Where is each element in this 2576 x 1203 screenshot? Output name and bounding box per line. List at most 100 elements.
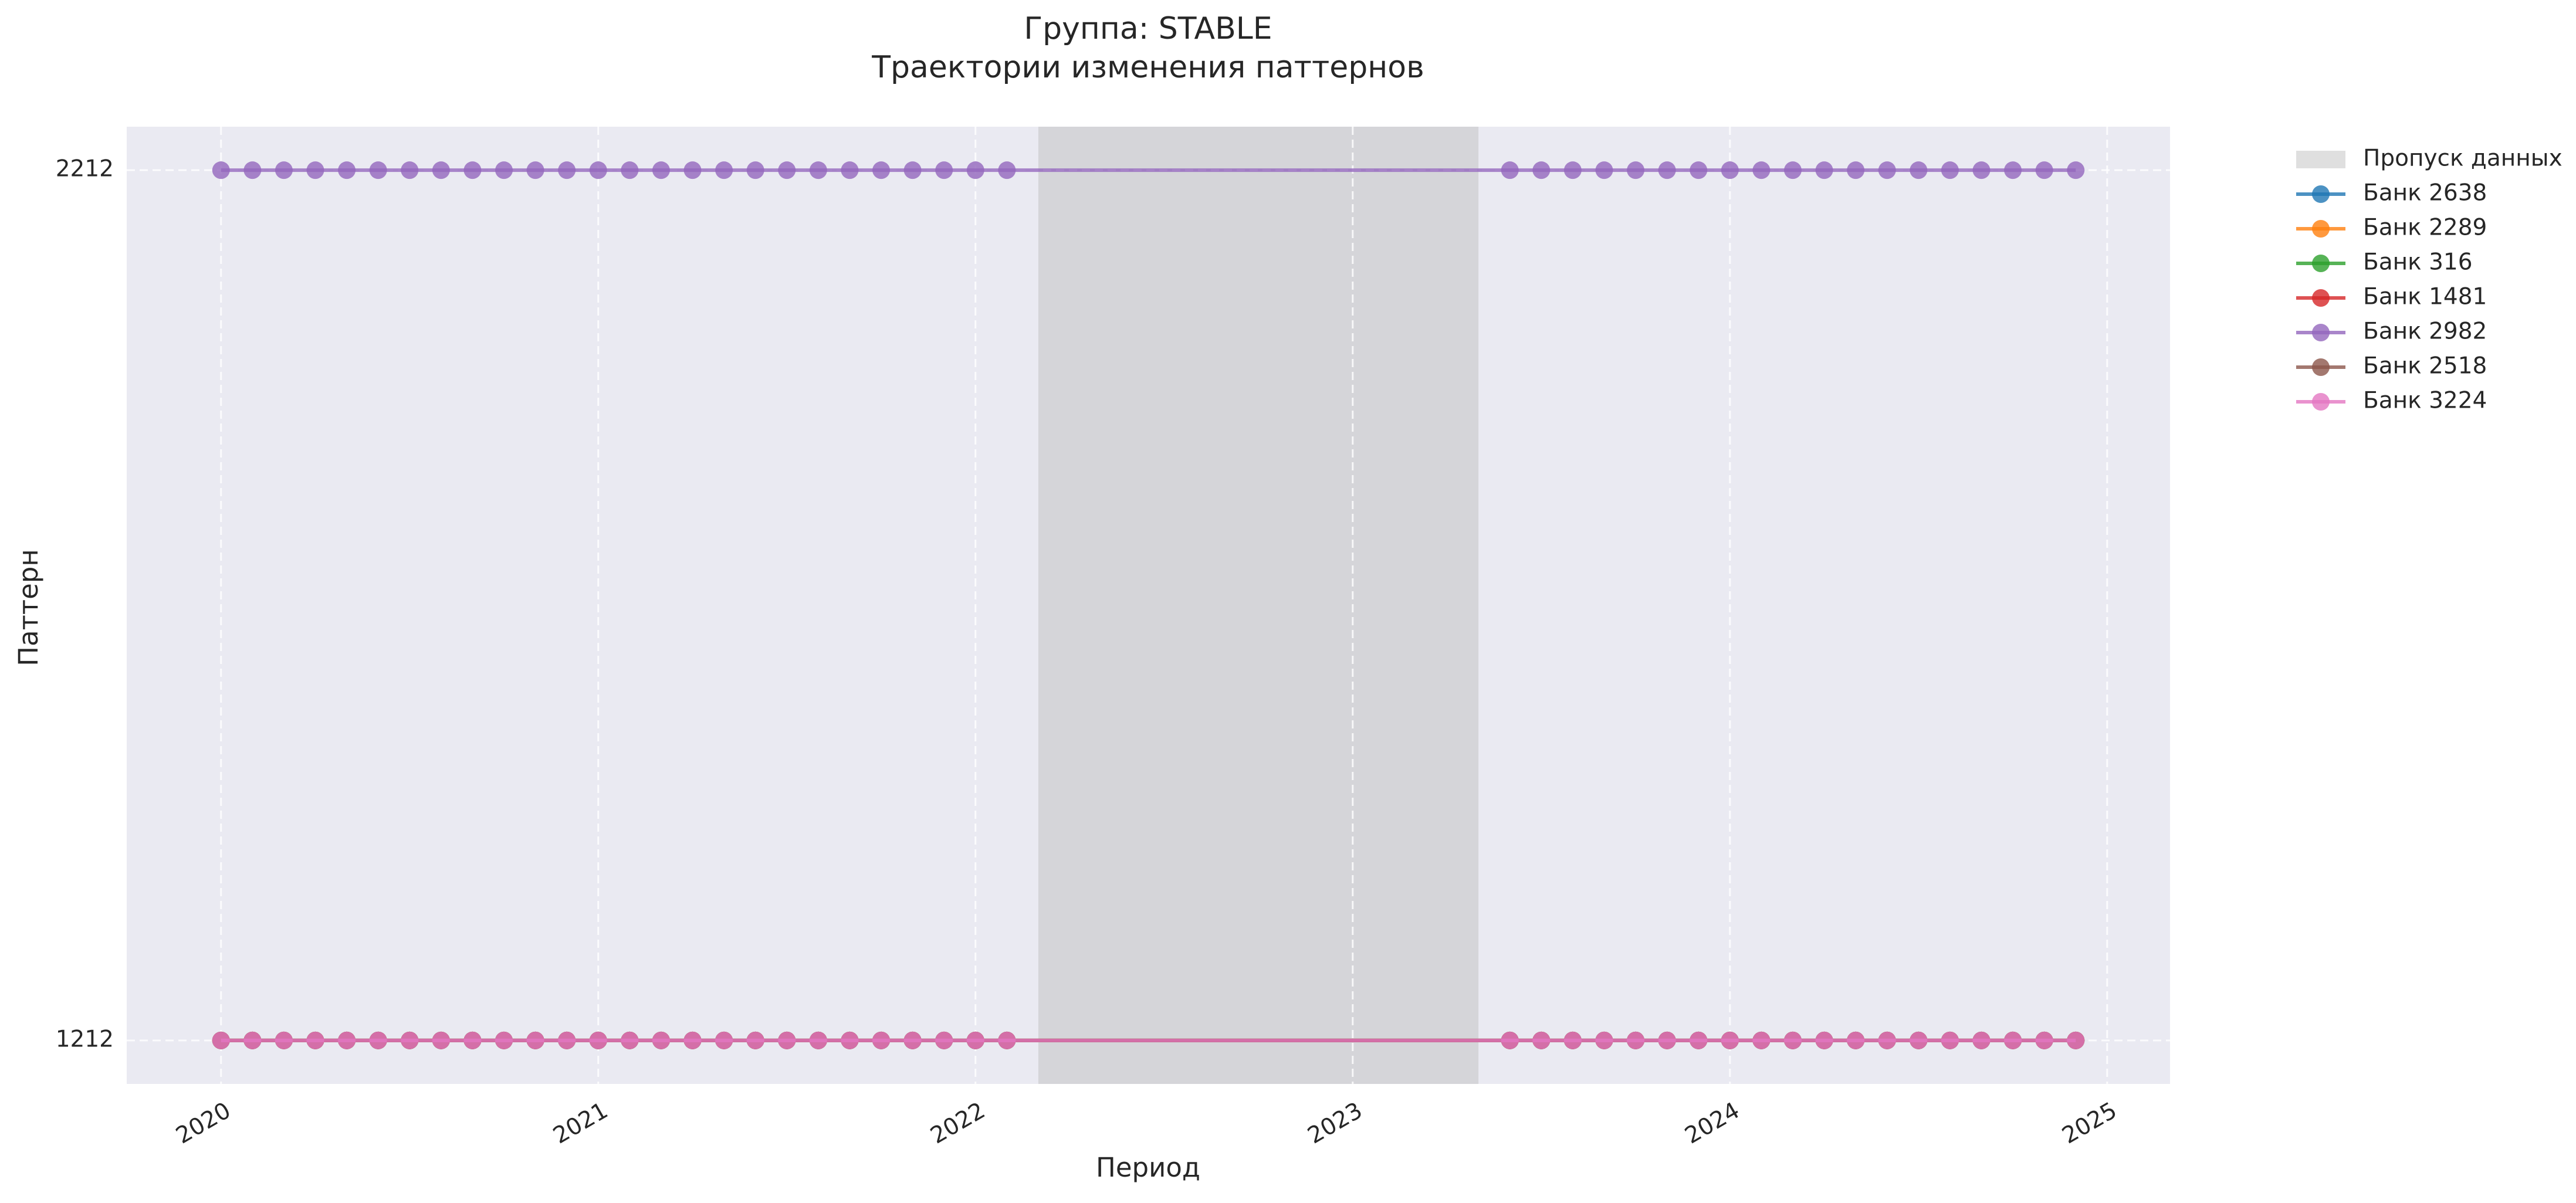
y-tick-label: 1212 — [56, 1026, 114, 1052]
chart-subtitle: Траектории изменения паттернов — [871, 50, 1424, 85]
data-point — [338, 1031, 356, 1049]
data-point — [432, 161, 450, 179]
data-point — [1941, 1031, 1959, 1049]
data-point — [495, 161, 513, 179]
data-point — [1878, 1031, 1896, 1049]
data-point — [1532, 1031, 1551, 1049]
data-point — [1783, 1031, 1802, 1049]
data-point — [903, 161, 922, 179]
data-point — [872, 161, 891, 179]
legend-marker — [2312, 289, 2330, 307]
data-point — [1563, 161, 1582, 179]
data-point — [401, 161, 419, 179]
data-point — [495, 1031, 513, 1049]
data-point — [1972, 161, 1991, 179]
data-point — [1595, 1031, 1613, 1049]
data-point — [1627, 161, 1645, 179]
data-point — [652, 161, 670, 179]
legend-label: Банк 2518 — [2363, 353, 2487, 379]
data-point — [966, 1031, 984, 1049]
data-point — [1721, 161, 1739, 179]
data-point — [589, 161, 607, 179]
data-point — [1721, 1031, 1739, 1049]
x-tick-label: 2024 — [1681, 1097, 1744, 1150]
data-point — [275, 161, 293, 179]
data-point — [463, 1031, 482, 1049]
data-point — [589, 1031, 607, 1049]
x-tick-label: 2022 — [926, 1097, 990, 1150]
legend-marker — [2312, 255, 2330, 272]
x-tick-label: 2020 — [172, 1097, 235, 1150]
data-point — [746, 161, 764, 179]
x-tick-label: 2023 — [1304, 1097, 1367, 1150]
data-point — [1941, 161, 1959, 179]
data-point — [2004, 161, 2022, 179]
data-point — [526, 1031, 544, 1049]
data-point — [401, 1031, 419, 1049]
x-tick-label: 2025 — [2058, 1097, 2121, 1150]
data-point — [778, 1031, 796, 1049]
data-point — [1501, 1031, 1519, 1049]
legend-label: Банк 1481 — [2363, 284, 2487, 310]
data-point — [275, 1031, 293, 1049]
data-point — [2035, 161, 2053, 179]
data-point — [809, 1031, 827, 1049]
legend-label: Банк 2982 — [2363, 318, 2487, 345]
data-point — [1910, 1031, 1928, 1049]
data-point — [1563, 1031, 1582, 1049]
data-point — [558, 1031, 576, 1049]
data-point — [652, 1031, 670, 1049]
data-point — [872, 1031, 891, 1049]
legend-marker — [2312, 220, 2330, 238]
data-point — [432, 1031, 450, 1049]
data-point — [369, 161, 387, 179]
data-point — [2067, 161, 2085, 179]
data-point — [2004, 1031, 2022, 1049]
data-point — [998, 161, 1016, 179]
data-point — [809, 161, 827, 179]
data-point — [998, 1031, 1016, 1049]
data-point — [2067, 1031, 2085, 1049]
data-point — [778, 161, 796, 179]
legend-label: Банк 2638 — [2363, 180, 2487, 206]
data-point — [338, 161, 356, 179]
data-point — [841, 161, 859, 179]
data-point — [1595, 161, 1613, 179]
legend-marker — [2312, 324, 2330, 341]
data-point — [1783, 161, 1802, 179]
data-point — [369, 1031, 387, 1049]
data-point — [212, 161, 230, 179]
data-point — [683, 1031, 702, 1049]
data-point — [558, 161, 576, 179]
legend-marker — [2312, 358, 2330, 376]
data-point — [621, 161, 639, 179]
data-point — [212, 1031, 230, 1049]
data-point — [243, 161, 262, 179]
data-point — [1878, 161, 1896, 179]
data-point — [1972, 1031, 1991, 1049]
data-point — [715, 161, 733, 179]
x-tick-label: 2021 — [549, 1097, 612, 1150]
data-point — [1501, 161, 1519, 179]
legend-label: Пропуск данных — [2363, 145, 2563, 172]
legend-swatch — [2296, 151, 2345, 168]
data-point — [2035, 1031, 2053, 1049]
data-point — [746, 1031, 764, 1049]
data-point — [683, 161, 702, 179]
data-point — [1752, 161, 1771, 179]
data-gap — [1038, 127, 1479, 1084]
data-point — [935, 1031, 953, 1049]
legend-marker — [2312, 185, 2330, 203]
data-point — [1910, 161, 1928, 179]
legend-label: Банк 2289 — [2363, 215, 2487, 241]
data-point — [1690, 1031, 1708, 1049]
data-point — [1847, 161, 1865, 179]
x-axis-label: Период — [1096, 1152, 1200, 1183]
data-point — [966, 161, 984, 179]
data-point — [526, 161, 544, 179]
data-point — [1752, 1031, 1771, 1049]
data-point — [306, 1031, 324, 1049]
y-axis-label: Паттерн — [13, 549, 44, 666]
